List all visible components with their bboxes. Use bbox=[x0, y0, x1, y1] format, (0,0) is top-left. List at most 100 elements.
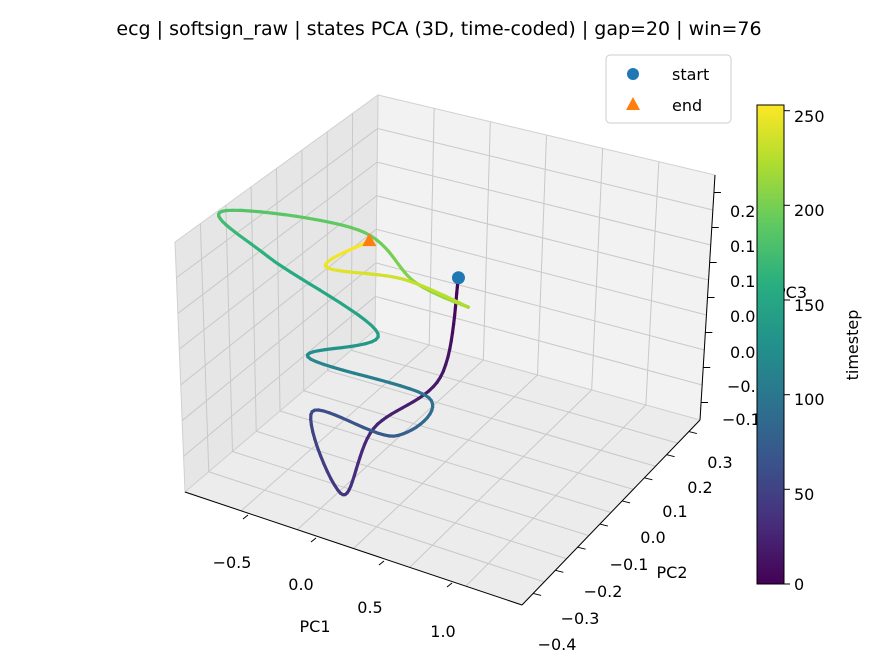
x-axis-label: PC1 bbox=[300, 617, 331, 636]
tick-marks bbox=[242, 192, 721, 596]
trajectory-segment bbox=[398, 384, 412, 391]
grid-line bbox=[428, 108, 435, 346]
trajectory-segment bbox=[328, 295, 342, 305]
y-tick-mark bbox=[666, 454, 675, 458]
trajectory-segment bbox=[376, 377, 391, 385]
colorbar-label: timestep bbox=[843, 310, 862, 381]
y-tick-mark bbox=[688, 431, 697, 435]
x-tick-mark bbox=[242, 514, 249, 520]
grid-line bbox=[377, 161, 711, 246]
colorbar-gradient bbox=[756, 104, 785, 585]
y-axis-line bbox=[521, 419, 701, 606]
colorbar: 0 50 100 150 200 250 timestep bbox=[756, 104, 862, 594]
grid-line bbox=[377, 128, 713, 211]
y-tick-label: 0.1 bbox=[662, 502, 687, 521]
z-tick-label: 0.0 bbox=[730, 307, 755, 326]
y-tick-label: −0.4 bbox=[538, 635, 577, 654]
trajectory-segment bbox=[308, 282, 322, 292]
grid-line bbox=[250, 186, 257, 432]
x-tick-label: −0.5 bbox=[213, 553, 252, 572]
trajectory-segment bbox=[341, 368, 357, 375]
trajectory-segment bbox=[331, 365, 345, 372]
colorbar-tick-label: 50 bbox=[794, 485, 814, 504]
grid-line bbox=[591, 148, 604, 391]
grid-line bbox=[240, 344, 430, 512]
y-tick-label: 0.3 bbox=[707, 453, 732, 472]
colorbar-tick-label: 150 bbox=[794, 296, 825, 315]
y-tick-mark bbox=[622, 500, 631, 504]
y-tick-label: −0.2 bbox=[584, 582, 623, 601]
grid-line bbox=[375, 262, 705, 351]
y-tick-label: 0.2 bbox=[687, 478, 712, 497]
y-tick-label: −0.3 bbox=[561, 609, 600, 628]
trajectory-segment bbox=[347, 307, 360, 317]
colorbar-tick-label: 100 bbox=[794, 390, 825, 409]
legend-box bbox=[605, 54, 732, 124]
trajectory-segment bbox=[318, 218, 334, 225]
y-tick-mark bbox=[533, 592, 542, 596]
z-tick-label: 0.1 bbox=[730, 237, 755, 256]
grid-line bbox=[409, 389, 593, 568]
grid-line bbox=[537, 134, 547, 376]
trajectory-segment bbox=[282, 213, 298, 218]
legend: start end bbox=[605, 54, 732, 124]
trajectory bbox=[217, 208, 470, 497]
grid-line bbox=[301, 150, 305, 391]
legend-start-label: start bbox=[672, 65, 709, 84]
grid-line bbox=[180, 228, 377, 386]
grid-line bbox=[645, 161, 660, 406]
y-tick-mark bbox=[599, 523, 608, 527]
grid-line bbox=[225, 205, 233, 452]
legend-end-label: end bbox=[672, 96, 702, 115]
z-tick-label: 0.2 bbox=[730, 202, 755, 221]
grid-line bbox=[353, 374, 538, 549]
z-tick-label: 0.1 bbox=[730, 272, 755, 291]
trajectory-segment bbox=[248, 209, 263, 214]
y-tick-label: 0.0 bbox=[640, 528, 665, 547]
grid-lines bbox=[176, 108, 713, 587]
chart-title: ecg | softsign_raw | states PCA (3D, tim… bbox=[116, 18, 761, 40]
grid-line bbox=[375, 295, 703, 386]
trajectory-segment bbox=[270, 211, 286, 217]
end-marker bbox=[362, 233, 377, 247]
x-tick-label: 0.5 bbox=[357, 598, 382, 617]
grid-line bbox=[178, 195, 378, 350]
grid-line bbox=[465, 404, 647, 587]
x-axis-line bbox=[184, 491, 523, 606]
trajectory-segment bbox=[298, 276, 312, 286]
trajectory-segment bbox=[318, 288, 332, 299]
trajectory-segment bbox=[306, 216, 322, 222]
x-tick-mark bbox=[310, 537, 317, 543]
y-tick-label: −0.1 bbox=[610, 555, 649, 574]
legend-end-marker bbox=[626, 97, 640, 110]
colorbar-tick-label: 250 bbox=[794, 107, 825, 126]
trajectory-segment bbox=[280, 264, 293, 274]
trajectory-segment bbox=[364, 374, 380, 381]
y-tick-mark bbox=[577, 546, 586, 550]
legend-start-marker bbox=[627, 68, 639, 80]
y-tick-mark bbox=[555, 569, 564, 573]
z-tick-label: 0.0 bbox=[730, 343, 755, 362]
x-tick-label: 0.0 bbox=[288, 575, 313, 594]
trajectory-segment bbox=[338, 301, 351, 311]
trajectory-segment bbox=[330, 221, 344, 227]
trajectory-segment bbox=[294, 214, 311, 220]
trajectory-segment bbox=[352, 371, 368, 378]
grid-line bbox=[183, 296, 376, 457]
y-axis-label: PC2 bbox=[657, 563, 688, 582]
z-tick-label: −0.1 bbox=[722, 410, 761, 429]
markers bbox=[362, 233, 465, 285]
trajectory-segment bbox=[387, 381, 402, 388]
grid-line bbox=[181, 262, 377, 421]
grid-line bbox=[199, 223, 210, 472]
trajectory-segment bbox=[289, 270, 302, 280]
colorbar-tick-label: 200 bbox=[794, 201, 825, 220]
start-marker bbox=[451, 271, 465, 285]
x-tick-label: 1.0 bbox=[430, 622, 455, 641]
x-tick-mark bbox=[378, 560, 385, 566]
colorbar-tick-label: 0 bbox=[794, 575, 804, 594]
grid-line bbox=[276, 168, 281, 412]
colorbar-ticks bbox=[784, 110, 790, 585]
y-tick-mark bbox=[644, 477, 653, 481]
